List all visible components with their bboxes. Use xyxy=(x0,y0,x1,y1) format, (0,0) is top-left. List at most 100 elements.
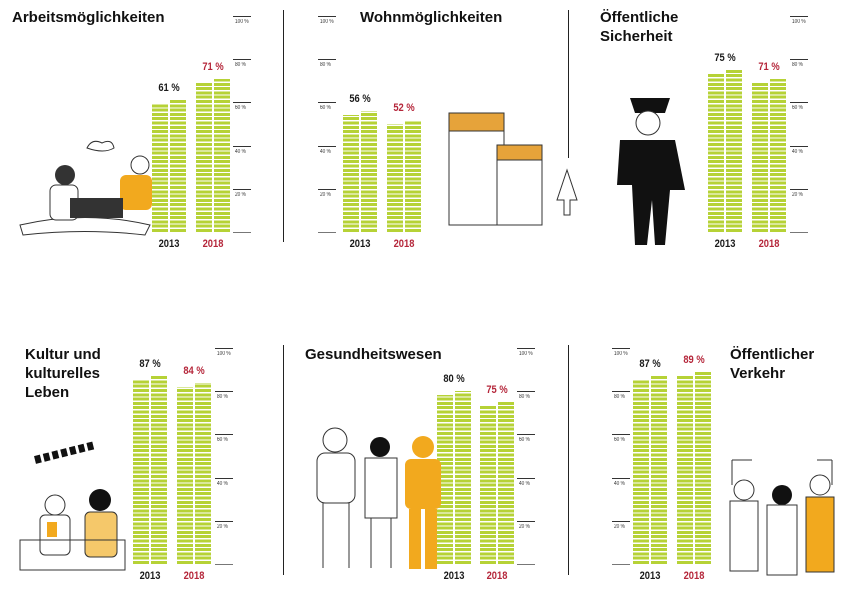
axis-tick-label: 60 % xyxy=(792,105,803,112)
axis-tick xyxy=(612,391,630,393)
bar-2018-left xyxy=(480,406,496,564)
axis-tick xyxy=(612,564,630,565)
axis-tick-label: 20 % xyxy=(614,523,625,530)
illustration-police-officer xyxy=(617,98,685,245)
axis-tick-label: 60 % xyxy=(614,437,625,444)
year-label: 2018 xyxy=(758,238,780,250)
axis-tick-label: 40 % xyxy=(235,148,246,155)
year-label: 2018 xyxy=(202,238,224,250)
axis-tick xyxy=(790,232,808,233)
axis-tick-label: 100 % xyxy=(235,19,249,25)
bar-2013-left xyxy=(708,74,724,232)
axis-tick xyxy=(318,232,336,233)
divider xyxy=(568,10,569,158)
year-label: 2018 xyxy=(183,570,205,582)
illustration-office-workers xyxy=(19,140,152,236)
year-label: 2018 xyxy=(393,238,415,250)
axis-tick xyxy=(215,391,233,393)
chart-title: Gesundheitswesen xyxy=(305,346,442,363)
axis-tick xyxy=(233,232,251,233)
axis-tick xyxy=(233,16,251,17)
illustration-cinema-audience xyxy=(19,441,126,571)
axis-tick xyxy=(612,477,630,479)
axis-tick-label: 40 % xyxy=(614,480,625,487)
bar-2013-right xyxy=(361,111,377,232)
axis-tick xyxy=(318,16,336,17)
axis-tick-label: 20 % xyxy=(217,523,228,530)
axis-tick-label: 100 % xyxy=(320,19,334,25)
axis-tick-label: 80 % xyxy=(519,394,530,401)
chart-title: Arbeitsmöglichkeiten xyxy=(12,9,165,26)
axis-tick xyxy=(790,188,808,190)
illustration-medical-staff xyxy=(316,427,441,569)
data-label: 71 % xyxy=(758,60,780,73)
axis-tick-label: 80 % xyxy=(217,394,228,401)
axis-tick-label: 100 % xyxy=(217,351,231,357)
axis-tick xyxy=(517,564,535,565)
axis-tick-label: 60 % xyxy=(519,437,530,444)
bar-2018-left xyxy=(177,386,193,564)
axis-tick-label: 100 % xyxy=(792,19,806,25)
divider xyxy=(283,10,284,242)
axis-tick-label: 80 % xyxy=(614,394,625,401)
axis-tick-label: 20 % xyxy=(235,191,246,198)
axis-tick xyxy=(318,188,336,190)
bar-2013-right xyxy=(455,391,471,564)
axis-tick-label: 80 % xyxy=(320,62,331,69)
data-label: 61 % xyxy=(158,82,180,95)
axis-tick-label: 60 % xyxy=(217,437,228,444)
data-label: 87 % xyxy=(639,358,661,371)
axis-tick-label: 40 % xyxy=(320,148,331,155)
data-label: 75 % xyxy=(486,384,508,396)
bar-2013-right xyxy=(651,376,667,564)
axis-tick xyxy=(790,145,808,147)
axis-tick xyxy=(790,59,808,61)
year-label: 2013 xyxy=(158,238,180,250)
chart-title: Öffentlicher Verkehr xyxy=(730,346,815,382)
axis-tick-label: 100 % xyxy=(614,351,628,357)
axis-tick xyxy=(612,348,630,349)
axis-tick xyxy=(612,520,630,522)
data-label: 80 % xyxy=(443,373,465,386)
bar-2018-right xyxy=(498,402,514,564)
axis-tick xyxy=(318,59,336,61)
bar-2018-right xyxy=(695,371,711,564)
axis-tick xyxy=(612,434,630,436)
bar-2013-right xyxy=(726,70,742,232)
axis-tick-label: 40 % xyxy=(217,480,228,487)
bar-2013-left xyxy=(633,380,649,564)
bar-2013-right xyxy=(170,100,186,232)
bar-2013-left xyxy=(133,380,149,564)
axis-tick-label: 20 % xyxy=(320,191,331,198)
axis-tick xyxy=(517,520,535,522)
axis-tick-label: 80 % xyxy=(235,62,246,69)
axis-tick xyxy=(318,102,336,104)
axis-tick xyxy=(215,477,233,479)
axis-tick xyxy=(215,564,233,565)
year-label: 2018 xyxy=(486,570,508,582)
bar-2018-left xyxy=(387,123,403,232)
chart-title: Öffentliche Sicherheit xyxy=(600,9,679,45)
axis-tick xyxy=(318,145,336,147)
bar-2013-right xyxy=(151,376,167,564)
axis-tick-label: 40 % xyxy=(792,148,803,155)
axis-tick xyxy=(517,477,535,479)
data-label: 71 % xyxy=(202,60,224,73)
bar-2018-left xyxy=(752,82,768,232)
axis-tick-label: 40 % xyxy=(519,480,530,487)
divider xyxy=(283,345,284,575)
divider xyxy=(568,345,569,575)
axis-tick xyxy=(517,434,535,436)
axis-tick xyxy=(233,59,251,61)
year-label: 2013 xyxy=(139,570,161,582)
axis-tick xyxy=(215,348,233,349)
axis-tick xyxy=(233,102,251,104)
axis-tick xyxy=(790,102,808,104)
bar-2018-right xyxy=(770,78,786,232)
axis-tick xyxy=(215,520,233,522)
year-label: 2013 xyxy=(639,570,661,582)
bar-2018-left xyxy=(677,375,693,564)
data-label: 84 % xyxy=(183,364,205,377)
bar-2018-right xyxy=(405,119,421,232)
axis-tick-label: 100 % xyxy=(519,351,533,357)
